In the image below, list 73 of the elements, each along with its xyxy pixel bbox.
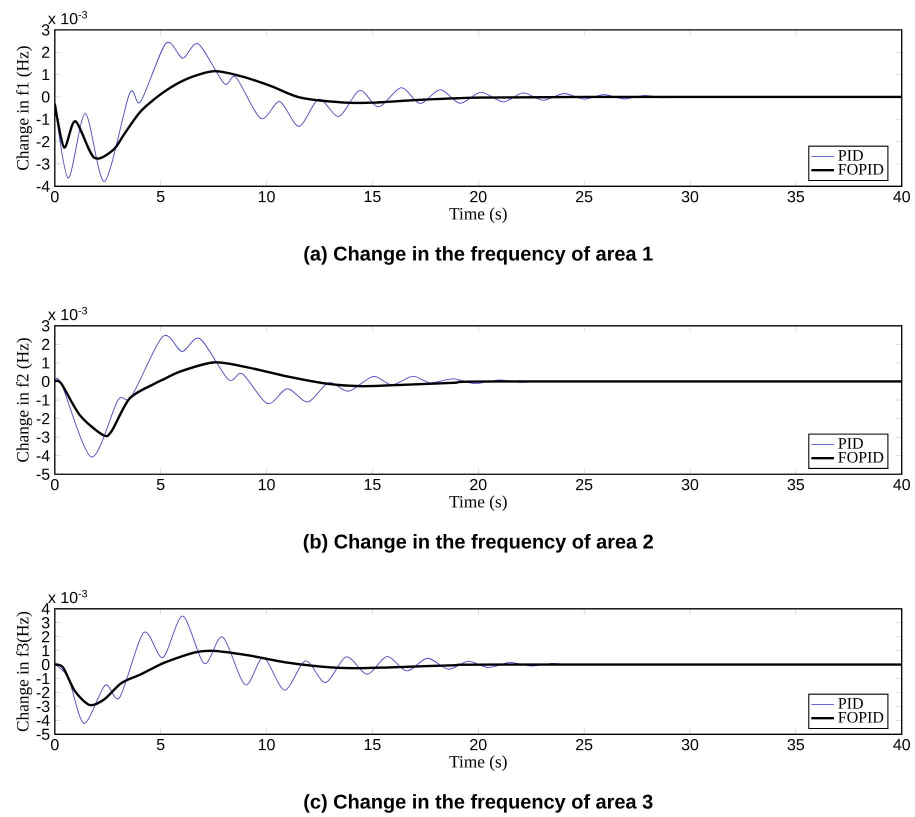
x-tick-label: 10 bbox=[258, 190, 275, 202]
text: (c) Change in the frequency of area 3 bbox=[304, 794, 652, 813]
y-tick-label: -2 bbox=[36, 412, 50, 424]
text: (a) Change in the frequency of area 1 bbox=[304, 246, 653, 265]
y-tick-label: 1 bbox=[42, 357, 50, 368]
text: x 10$^{-3}$ bbox=[48, 10, 88, 24]
text: x 10$^{-3}$ bbox=[48, 590, 88, 604]
x-tick-label: 10 bbox=[258, 738, 275, 750]
x-tick-label: 30 bbox=[682, 738, 698, 750]
y-tick-label: -1 bbox=[36, 114, 50, 125]
x-tick-label: 5 bbox=[156, 190, 164, 202]
x-tick-label: 10 bbox=[258, 478, 275, 490]
x-tick-label: 15 bbox=[364, 478, 381, 490]
y-tick-label: -3 bbox=[36, 700, 50, 712]
y-tick-label: 3 bbox=[42, 24, 50, 36]
legend-label: PID bbox=[838, 438, 863, 449]
y-tick-label: -3 bbox=[36, 431, 50, 443]
legend-label: PID bbox=[838, 698, 863, 709]
y-tick-label: -2 bbox=[36, 136, 50, 148]
y-axis-title: Change in f3(Hz) bbox=[16, 612, 32, 732]
x-tick-label: 5 bbox=[156, 738, 164, 750]
y-tick-label: 0 bbox=[42, 658, 50, 670]
legend-label: FOPID bbox=[838, 164, 884, 175]
x-tick-label: 15 bbox=[364, 738, 381, 750]
y-tick-label: -4 bbox=[36, 714, 50, 726]
y-tick-label: -5 bbox=[36, 728, 50, 740]
y-tick-label: 0 bbox=[42, 376, 50, 388]
x-tick-label: 0 bbox=[50, 190, 59, 202]
y-axis-title: Change in f2 (Hz) bbox=[16, 338, 32, 462]
x-tick-label: 20 bbox=[470, 738, 487, 750]
x-tick-label: 40 bbox=[893, 190, 910, 202]
x-tick-label: 20 bbox=[470, 478, 487, 490]
y-tick-label: 2 bbox=[42, 46, 50, 58]
x-tick-label: 0 bbox=[50, 478, 59, 490]
y-tick-label: 4 bbox=[42, 603, 50, 614]
x-axis-title: Time (s) bbox=[449, 755, 507, 772]
x-tick-label: 25 bbox=[576, 190, 592, 202]
y-tick-label: -3 bbox=[36, 158, 50, 170]
y-tick-label: -4 bbox=[36, 450, 50, 462]
x-tick-label: 0 bbox=[50, 738, 59, 750]
x-tick-label: 25 bbox=[576, 738, 592, 750]
x-tick-label: 20 bbox=[470, 190, 487, 202]
x-tick-label: 15 bbox=[364, 190, 381, 202]
x-tick-label: 35 bbox=[788, 738, 804, 750]
x-tick-label: 35 bbox=[788, 478, 804, 490]
y-tick-label: 3 bbox=[42, 320, 50, 332]
x-tick-label: 40 bbox=[893, 738, 910, 750]
x-tick-label: 30 bbox=[682, 478, 698, 490]
y-tick-label: 2 bbox=[42, 338, 50, 350]
x-axis-title: Time (s) bbox=[449, 495, 507, 511]
x-tick-label: 40 bbox=[893, 478, 910, 490]
text: (b) Change in the frequency of area 2 bbox=[304, 534, 653, 553]
x-tick-label: 25 bbox=[576, 478, 592, 490]
x-axis-title: Time (s) bbox=[449, 207, 507, 223]
text: x 10$^{-3}$ bbox=[48, 306, 88, 320]
x-tick-label: 30 bbox=[682, 190, 698, 202]
y-tick-label: -4 bbox=[36, 180, 50, 192]
y-tick-label: 0 bbox=[42, 91, 50, 102]
line-series bbox=[54, 42, 665, 182]
legend-label: FOPID bbox=[838, 452, 884, 463]
y-tick-label: -1 bbox=[36, 672, 50, 684]
x-tick-label: 5 bbox=[156, 478, 164, 490]
legend-label: FOPID bbox=[838, 712, 884, 723]
y-tick-label: 3 bbox=[42, 617, 50, 628]
y-tick-label: 1 bbox=[42, 69, 50, 80]
y-tick-label: -1 bbox=[36, 394, 50, 406]
x-tick-label: 35 bbox=[788, 190, 804, 202]
legend-label: PID bbox=[838, 150, 863, 161]
y-tick-label: -2 bbox=[36, 686, 50, 698]
y-axis-title: Change in f1 (Hz) bbox=[16, 46, 32, 170]
y-tick-label: -5 bbox=[36, 468, 50, 480]
y-tick-label: 2 bbox=[42, 631, 50, 642]
y-tick-label: 1 bbox=[42, 645, 50, 656]
